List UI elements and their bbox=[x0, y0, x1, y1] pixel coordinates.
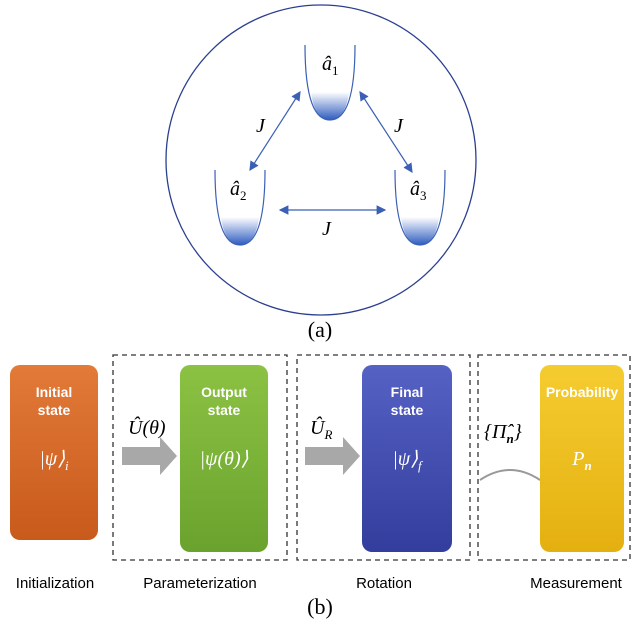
stage-label: Measurement bbox=[530, 575, 623, 592]
box-title: state bbox=[391, 402, 424, 418]
mode-label: â3 bbox=[410, 178, 427, 203]
mode-label: â2 bbox=[230, 178, 247, 203]
panel-label: (b) bbox=[307, 594, 333, 619]
box-state: |ψ(θ)⟩ bbox=[200, 448, 249, 470]
box-title: state bbox=[208, 402, 241, 418]
panel-label: (a) bbox=[308, 317, 332, 342]
operator: ÛR bbox=[310, 415, 332, 442]
enclosure bbox=[166, 5, 476, 315]
measure-arc bbox=[480, 470, 540, 480]
wells bbox=[215, 45, 445, 245]
stage-label: Parameterization bbox=[143, 575, 256, 592]
box-title: Output bbox=[201, 384, 247, 400]
mode-label: â1 bbox=[322, 53, 339, 78]
figure: â1 â2 â3 J J J (a) Initial state |ψ⟩i Outpu… bbox=[0, 0, 640, 628]
stage-label: Initialization bbox=[16, 575, 94, 592]
coupling-label: J bbox=[256, 115, 266, 137]
box-title: Probability bbox=[546, 384, 619, 400]
box-title: Initial bbox=[36, 384, 73, 400]
box-state: |ψ⟩i bbox=[39, 448, 69, 473]
coupling-label: J bbox=[394, 115, 404, 137]
operator: {Π̂n} bbox=[484, 421, 522, 446]
box-title: state bbox=[38, 402, 71, 418]
coupling-label: J bbox=[322, 218, 332, 240]
operator: Û(θ) bbox=[128, 415, 166, 439]
box-title: Final bbox=[391, 384, 424, 400]
stage-label: Rotation bbox=[356, 575, 412, 592]
